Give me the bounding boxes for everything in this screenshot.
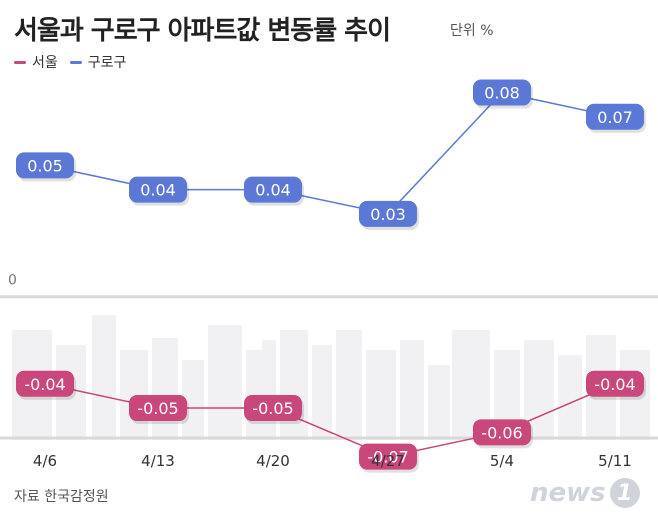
skyline-building <box>152 338 178 440</box>
unit-label: 단위 % <box>450 23 494 39</box>
news1-logo: news 1 <box>530 478 640 508</box>
skyline-building <box>336 330 362 440</box>
data-label-box <box>473 419 531 446</box>
x-tick-label: 4/20 <box>256 452 290 470</box>
data-label-box <box>244 176 302 203</box>
legend-item-seoul: 서울 <box>14 52 58 72</box>
data-label: 0.08 <box>473 79 533 109</box>
data-label: 0.05 <box>16 152 76 182</box>
chart-title: 서울과 구로구 아파트값 변동률 추이 <box>14 16 391 46</box>
data-label: -0.05 <box>129 395 189 425</box>
x-tick-label: 5/11 <box>598 452 632 470</box>
data-label: 0.04 <box>129 176 189 206</box>
data-label-text: -0.05 <box>252 399 293 418</box>
data-label-box <box>16 370 74 397</box>
data-label: 0.07 <box>586 103 646 133</box>
skyline-building <box>208 325 242 440</box>
legend-item-guro: 구로구 <box>69 52 127 72</box>
data-label: 0.03 <box>359 200 419 230</box>
data-label-text: -0.04 <box>24 375 65 394</box>
x-tick-label: 4/27 <box>371 452 405 470</box>
data-label-text: 0.04 <box>255 181 291 200</box>
skyline-spire <box>262 345 274 355</box>
axes: 0 <box>0 273 658 440</box>
legend-swatch-guro <box>69 60 82 64</box>
data-label-box <box>244 395 302 422</box>
data-label-text: -0.07 <box>367 448 408 467</box>
data-label-box <box>586 370 644 397</box>
data-label-text: 0.03 <box>370 205 406 224</box>
x-tick-label: 4/6 <box>33 452 57 470</box>
data-label-text: 0.04 <box>140 181 176 200</box>
x-axis-ticks: 4/6 4/13 4/20 4/27 5/4 5/11 <box>33 452 632 470</box>
data-label-box <box>359 443 417 470</box>
skyline-building <box>400 340 424 440</box>
data-label-box <box>586 103 644 130</box>
legend: 서울 구로구 <box>14 52 126 72</box>
data-label-text: 0.05 <box>27 156 63 175</box>
data-label-box <box>129 395 187 422</box>
legend-label-seoul: 서울 <box>32 55 58 71</box>
series-labels: -0.04 -0.05 -0.05 -0.07 -0.06 -0.04 0.05 0.04 0.… <box>16 79 646 473</box>
data-label-text: -0.06 <box>481 423 522 442</box>
skyline-building <box>92 315 116 440</box>
skyline-building <box>366 350 396 440</box>
legend-label-guro: 구로구 <box>87 55 127 71</box>
data-label-box <box>473 79 531 106</box>
skyline-building <box>182 360 204 440</box>
data-label-text: -0.04 <box>594 375 635 394</box>
data-label: 0.04 <box>244 176 304 206</box>
legend-swatch-seoul <box>14 60 26 64</box>
data-label: -0.06 <box>473 419 533 449</box>
data-label: -0.07 <box>359 443 419 473</box>
skyline-building <box>428 365 450 440</box>
data-label: -0.04 <box>16 370 76 400</box>
data-label-text: 0.08 <box>484 84 520 103</box>
data-label-text: -0.05 <box>137 399 178 418</box>
data-label: -0.04 <box>586 370 646 400</box>
data-label-text: 0.07 <box>597 108 633 127</box>
data-label: -0.05 <box>244 395 304 425</box>
data-label-box <box>359 200 417 227</box>
skyline-building <box>312 345 332 440</box>
skyline-building <box>558 355 582 440</box>
logo-text: news <box>530 478 606 508</box>
data-label-box <box>16 152 74 179</box>
skyline-building <box>120 350 148 440</box>
x-tick-label: 4/13 <box>141 452 175 470</box>
zero-label: 0 <box>8 273 17 289</box>
background-skyline <box>12 315 650 440</box>
logo-badge: 1 <box>609 478 640 508</box>
source-note: 자료 한국감정원 <box>14 489 109 505</box>
data-label-box <box>129 176 187 203</box>
x-tick-label: 5/4 <box>490 452 514 470</box>
